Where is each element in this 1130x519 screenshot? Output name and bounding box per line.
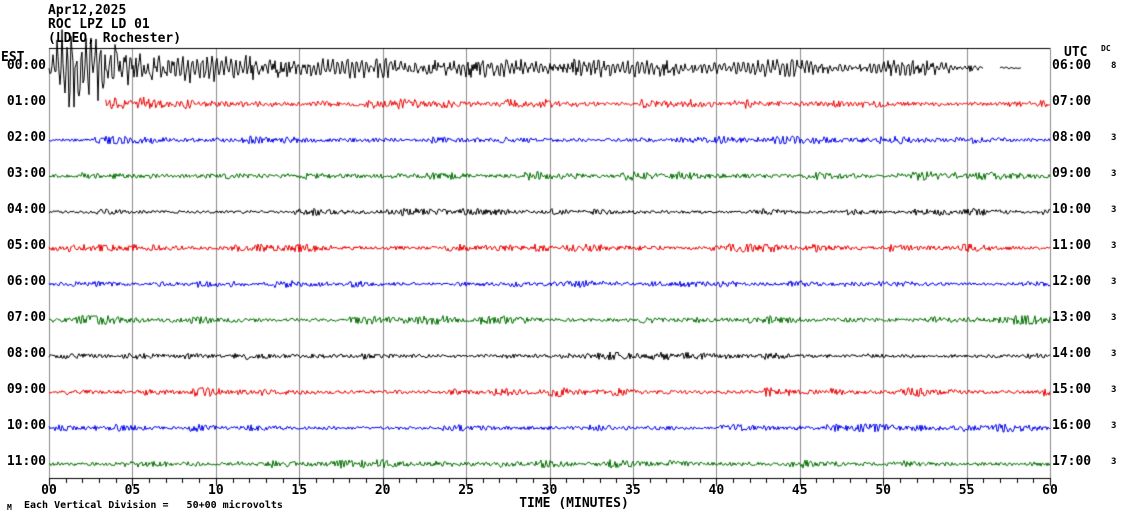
x-tick-label-30: 30 — [541, 483, 558, 498]
utc-label-11: 17:00 — [1052, 454, 1092, 469]
dc-value-0: 8 — [1111, 61, 1117, 71]
utc-label-7: 13:00 — [1052, 310, 1092, 325]
x-axis-title: TIME (MINUTES) — [519, 496, 629, 511]
est-label-5: 05:00 — [6, 238, 46, 253]
est-label-2: 02:00 — [6, 130, 46, 145]
utc-label-3: 09:00 — [1052, 166, 1092, 181]
x-tick-label-35: 35 — [625, 483, 641, 498]
utc-label-2: 08:00 — [1052, 130, 1092, 145]
dc-value-9: 3 — [1111, 385, 1117, 395]
left-timezone-label: EST — [1, 50, 25, 65]
est-label-4: 04:00 — [6, 202, 46, 217]
est-label-6: 06:00 — [6, 274, 46, 289]
dc-value-3: 3 — [1111, 169, 1117, 179]
x-tick-label-60: 60 — [1042, 483, 1058, 498]
x-tick-label-15: 15 — [291, 483, 308, 498]
x-tick-label-25: 25 — [458, 483, 474, 498]
plot-date: Apr12,2025 — [48, 3, 127, 18]
dc-value-10: 3 — [1111, 421, 1117, 431]
right-timezone-label: UTC — [1064, 45, 1088, 60]
x-tick-label-50: 50 — [875, 483, 891, 498]
dc-value-8: 3 — [1111, 349, 1117, 359]
est-label-10: 10:00 — [6, 418, 46, 433]
est-label-7: 07:00 — [6, 310, 46, 325]
dc-value-11: 3 — [1111, 457, 1117, 467]
est-label-3: 03:00 — [6, 166, 46, 181]
x-tick-label-00: 00 — [41, 483, 57, 498]
x-tick-label-10: 10 — [208, 483, 224, 498]
x-tick-label-55: 55 — [958, 483, 975, 498]
x-tick-label-40: 40 — [708, 483, 725, 498]
dc-value-4: 3 — [1111, 205, 1117, 215]
dc-value-7: 3 — [1111, 313, 1117, 323]
network-name: (LDEO, Rochester) — [48, 31, 182, 46]
est-label-0: 00:00 — [6, 58, 46, 73]
scale-note: Each Vertical Division = 50+00 microvolt… — [24, 500, 283, 511]
dc-value-2: 3 — [1111, 133, 1117, 143]
dc-column-label: DC — [1101, 44, 1111, 53]
utc-label-6: 12:00 — [1052, 274, 1092, 289]
utc-label-8: 14:00 — [1052, 346, 1092, 361]
utc-label-10: 16:00 — [1052, 418, 1092, 433]
station-code: ROC LPZ LD 01 — [48, 17, 150, 32]
utc-label-1: 07:00 — [1052, 94, 1092, 109]
dc-value-5: 3 — [1111, 241, 1117, 251]
utc-label-5: 11:00 — [1052, 238, 1092, 253]
est-label-11: 11:00 — [6, 454, 46, 469]
footer-prefix-glyph: M — [7, 503, 12, 512]
est-label-1: 01:00 — [6, 94, 46, 109]
utc-label-4: 10:00 — [1052, 202, 1092, 217]
x-tick-label-05: 05 — [124, 483, 141, 498]
dc-value-6: 3 — [1111, 277, 1117, 287]
utc-label-9: 15:00 — [1052, 382, 1092, 397]
x-tick-label-20: 20 — [374, 483, 391, 498]
utc-label-0: 06:00 — [1052, 58, 1092, 73]
est-label-8: 08:00 — [6, 346, 46, 361]
x-tick-label-45: 45 — [791, 483, 808, 498]
est-label-9: 09:00 — [6, 382, 46, 397]
